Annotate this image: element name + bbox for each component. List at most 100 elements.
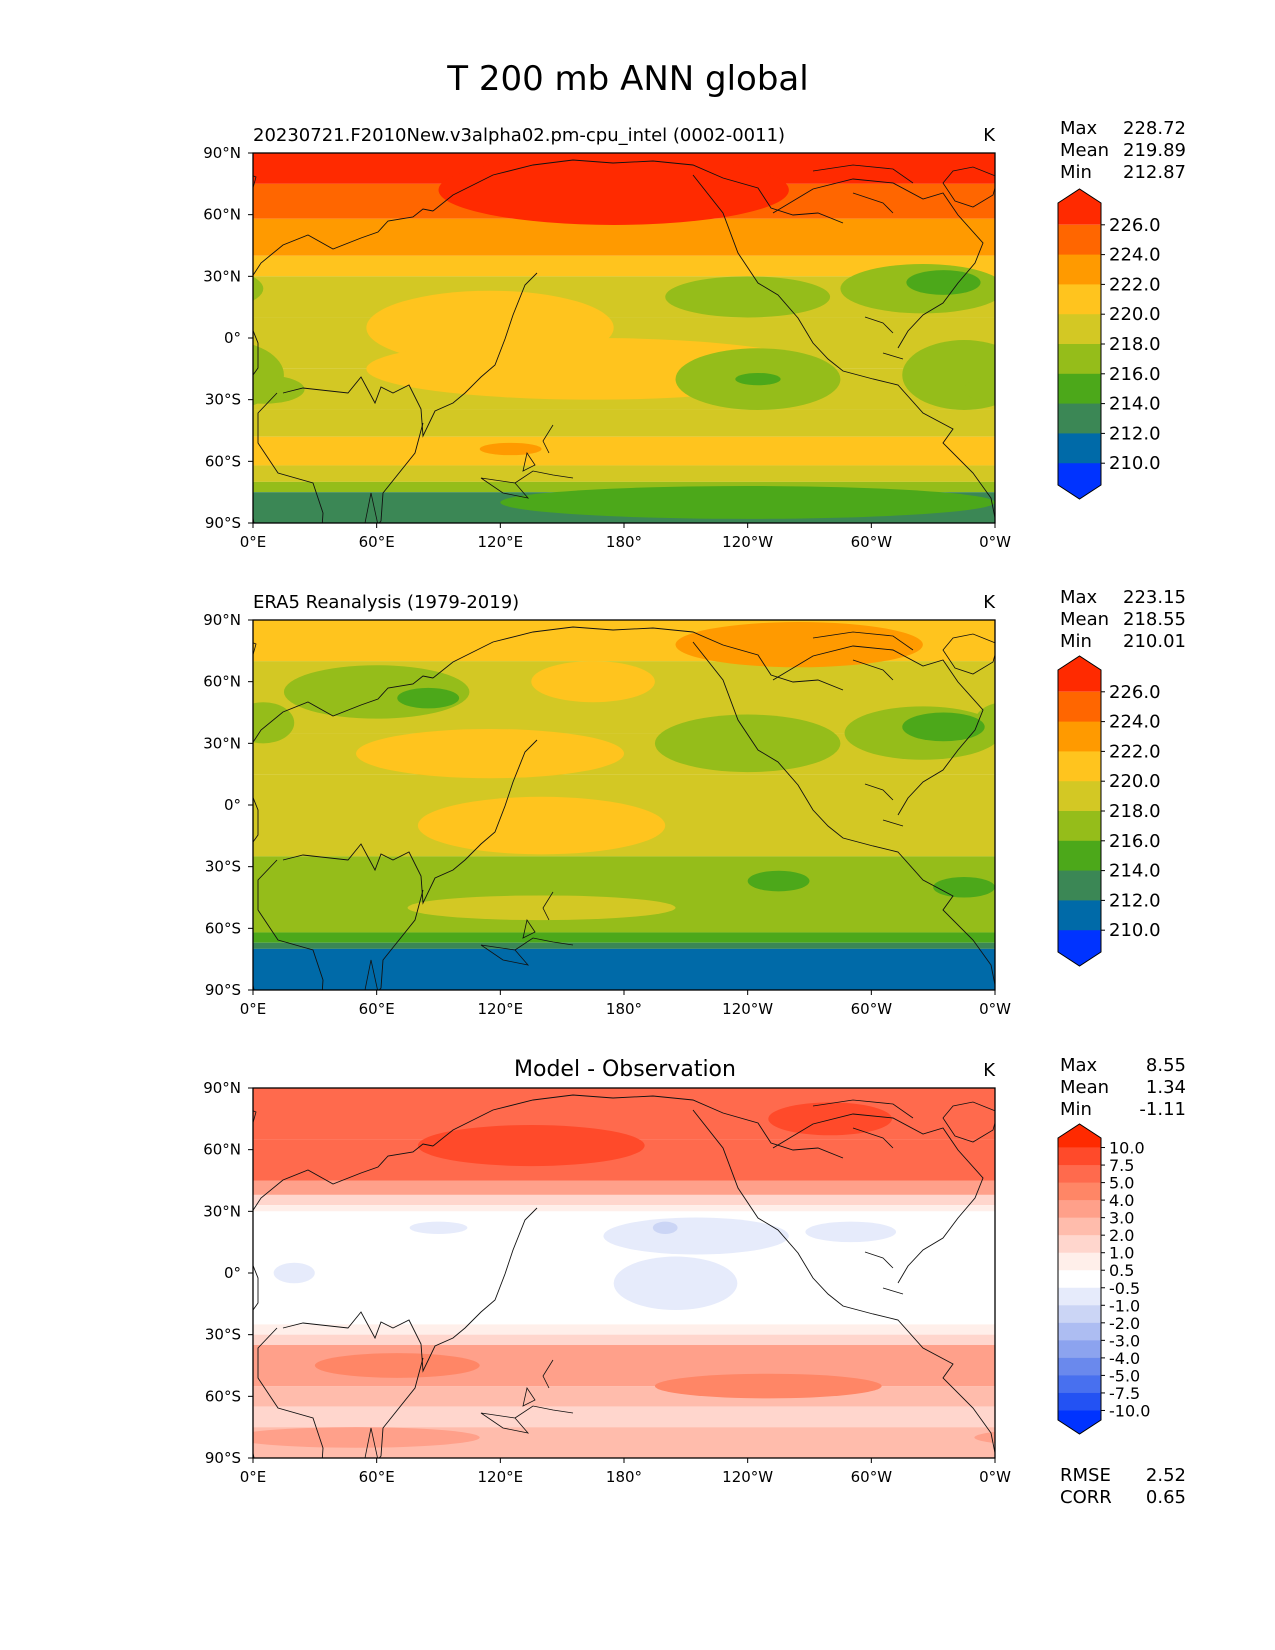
colorbar-label: 212.0 [1109,423,1161,444]
colorbar-swatch [1058,1357,1101,1376]
obs-units: K [983,592,996,613]
colorbar-swatch [1058,1200,1101,1219]
y-tick-label: 90°N [203,144,241,162]
obs-title: ERA5 Reanalysis (1979-2019) [253,592,519,613]
stat-label: Max [1060,1055,1098,1076]
contour-blob [417,796,666,855]
colorbar-outline [1057,1123,1102,1435]
stat-value: 212.87 [1123,162,1186,183]
x-tick-label: 120°E [478,1000,524,1018]
colorbar-label: 210.0 [1109,920,1161,941]
colorbar-swatch [1058,344,1101,375]
stat-label: Mean [1060,140,1109,161]
contour-blob [253,702,295,744]
contour-band [253,1205,995,1212]
contour-blob [665,276,831,318]
contour-blob [397,687,460,709]
stat-label: CORR [1060,1487,1112,1508]
y-tick-label: 30°S [205,1326,241,1344]
colorbar-swatch [1058,224,1101,256]
colorbar-swatch [1058,781,1101,812]
contour-band [253,436,995,466]
colorbar-label: -5.0 [1109,1366,1140,1385]
x-tick-label: 120°E [478,1468,524,1486]
contour-band [253,465,995,482]
colorbar-swatch [1058,1235,1101,1254]
x-tick-label: 120°E [478,533,524,551]
y-tick-label: 0° [224,329,241,347]
contour-blob [253,1427,480,1448]
contour-band [253,932,995,943]
x-tick-label: 60°W [851,1000,893,1018]
colorbar-label: 226.0 [1109,682,1161,703]
colorbar-label: 226.0 [1109,215,1161,236]
x-tick-label: 180° [606,1468,642,1486]
y-tick-label: 30°S [205,858,241,876]
colorbar-swatch [1058,840,1101,872]
contour-band [253,218,995,256]
diff-title: Model - Observation [514,1057,736,1082]
colorbar-label: 5.0 [1109,1174,1134,1193]
colorbar-swatch [1058,1322,1101,1341]
stat-label: Mean [1060,1077,1109,1098]
x-tick-label: 60°W [851,1468,893,1486]
colorbar-outline [1057,188,1102,500]
colorbar-swatch [1058,930,1101,966]
stat-label: Min [1060,631,1092,652]
y-tick-label: 60°S [205,452,241,470]
colorbar-label: 224.0 [1109,712,1161,733]
stat-label: Max [1060,118,1098,139]
y-tick-label: 30°N [203,734,241,752]
colorbar-label: 10.0 [1109,1139,1145,1158]
y-tick-label: 90°S [205,1449,241,1467]
y-tick-label: 30°S [205,391,241,409]
colorbar-label: 7.5 [1109,1156,1134,1175]
stat-value: 219.89 [1123,140,1186,161]
colorbar-swatch [1058,1340,1101,1359]
stat-value: 0.65 [1146,1487,1186,1508]
colorbar-swatch [1058,1392,1101,1411]
colorbar-swatch [1058,1270,1101,1289]
contour-blob [902,712,985,742]
colorbar-swatch [1058,463,1101,499]
stat-value: 218.55 [1123,609,1186,630]
contour-band [253,856,995,933]
colorbar-label: 214.0 [1109,394,1161,415]
contour-band [253,255,995,277]
contour-blob [933,876,995,898]
stat-value: 1.34 [1146,1077,1186,1098]
x-tick-label: 120°W [722,1000,773,1018]
diff-panel: Model - Observation K 0°E 60°E 120°E 180° 120°… [203,1055,1186,1508]
contour-blob [805,1221,897,1243]
stat-label: Mean [1060,609,1109,630]
colorbar-label: 220.0 [1109,771,1161,792]
colorbar-label: 220.0 [1109,304,1161,325]
contour-blob [652,1221,678,1234]
contour-blob [273,1262,315,1284]
colorbar-swatch [1058,1252,1101,1271]
colorbar-swatch [1058,1287,1101,1306]
colorbar-swatch [1058,1305,1101,1324]
contour-band [253,1194,995,1206]
x-tick-label: 60°E [359,1000,395,1018]
contour-blob [417,1125,645,1167]
y-tick-label: 30°N [203,267,241,285]
contour-blob [500,486,995,519]
contour-band [253,409,995,437]
colorbar-label: 212.0 [1109,890,1161,911]
x-tick-label: 0°E [240,1000,267,1018]
contour-band [253,948,995,990]
y-tick-label: 90°S [205,981,241,999]
contour-blob [438,155,789,225]
contour-blob [906,270,981,295]
colorbar-swatch [1058,433,1101,464]
colorbar-label: 224.0 [1109,245,1161,266]
colorbar-swatch [1058,284,1101,315]
colorbar-label: 216.0 [1109,831,1161,852]
stat-value: -1.11 [1139,1099,1186,1120]
contour-blob [613,1256,738,1311]
contour-blob [314,1353,480,1378]
contour-blob [675,622,923,668]
x-tick-label: 60°E [359,533,395,551]
